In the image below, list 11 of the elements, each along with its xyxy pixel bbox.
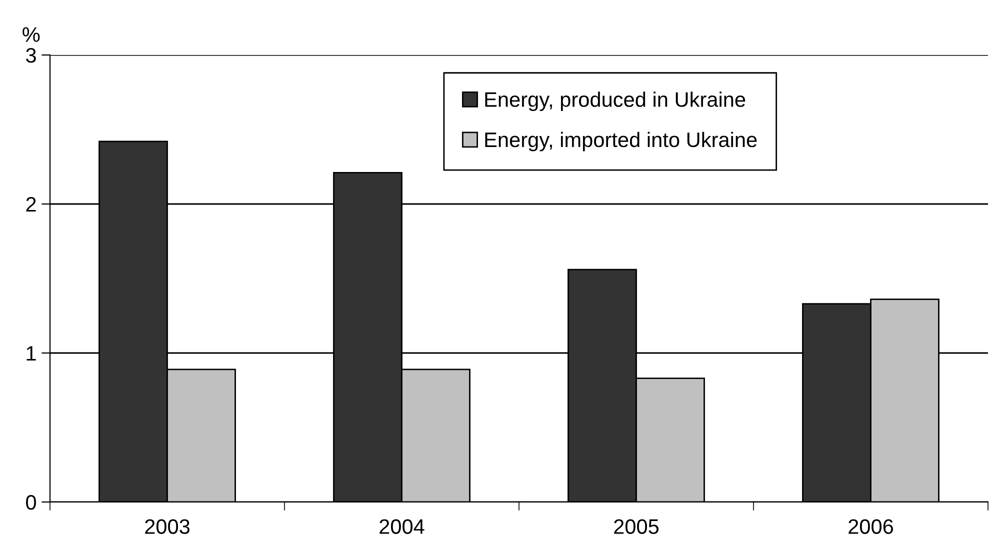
y-axis-title: % [22, 27, 40, 42]
x-tick-label: 2004 [380, 519, 424, 534]
legend-label: Energy, imported into Ukraine [485, 132, 757, 152]
y-tick-label: 1 [26, 346, 36, 361]
legend-label: Energy, produced in Ukraine [485, 92, 746, 112]
y-tick-label: 3 [26, 48, 36, 63]
y-tick-label: 0 [26, 495, 36, 510]
x-tick-label: 2006 [848, 519, 894, 534]
x-tick-label: 2003 [145, 519, 190, 534]
y-tick-label: 2 [26, 197, 36, 212]
x-tick-label: 2005 [614, 519, 659, 534]
